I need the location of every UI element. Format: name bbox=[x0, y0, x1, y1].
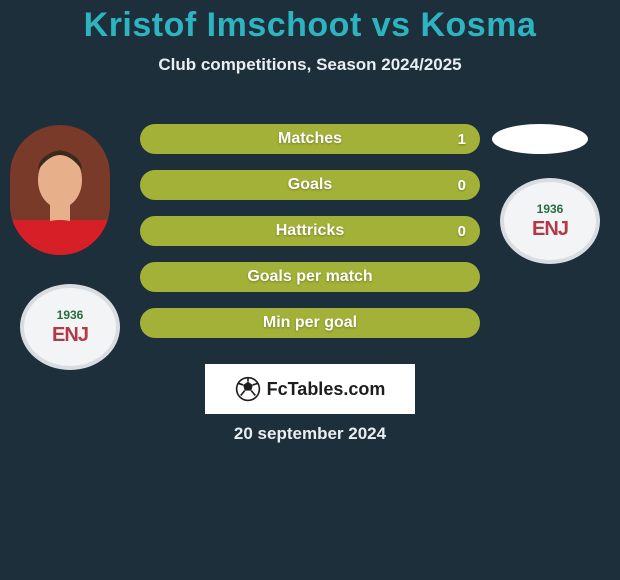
subtitle: Club competitions, Season 2024/2025 bbox=[0, 55, 620, 75]
stat-label: Hattricks bbox=[276, 222, 344, 240]
badge-year: 1936 bbox=[57, 308, 84, 322]
stat-row: Matches 1 bbox=[140, 124, 480, 154]
page-title: Kristof Imschoot vs Kosma bbox=[0, 0, 620, 45]
stat-row: Hattricks 0 bbox=[140, 216, 480, 246]
stat-label: Matches bbox=[278, 130, 342, 148]
stat-label: Goals bbox=[288, 176, 332, 194]
club-badge-left: 1936 ENJ bbox=[20, 284, 120, 370]
stat-label: Min per goal bbox=[263, 314, 357, 332]
badge-mono: ENJ bbox=[52, 324, 88, 347]
brand-badge[interactable]: FcTables.com bbox=[205, 364, 415, 414]
stat-row: Goals per match bbox=[140, 262, 480, 292]
stat-row: Goals 0 bbox=[140, 170, 480, 200]
badge-year: 1936 bbox=[537, 202, 564, 216]
stat-label: Goals per match bbox=[247, 268, 372, 286]
soccer-ball-icon bbox=[235, 376, 261, 402]
comparison-card: Kristof Imschoot vs Kosma Club competiti… bbox=[0, 0, 620, 580]
badge-mono: ENJ bbox=[532, 218, 568, 241]
stat-row: Min per goal bbox=[140, 308, 480, 338]
stat-value: 0 bbox=[458, 177, 466, 194]
brand-text: FcTables.com bbox=[267, 379, 386, 400]
stat-value: 1 bbox=[458, 131, 466, 148]
player-left-svg bbox=[10, 125, 110, 255]
player-right-oval bbox=[492, 124, 588, 154]
club-badge-right: 1936 ENJ bbox=[500, 178, 600, 264]
stat-value: 0 bbox=[458, 223, 466, 240]
stat-rows: Matches 1 Goals 0 Hattricks 0 Goals per match M… bbox=[140, 124, 480, 354]
player-left-photo bbox=[10, 125, 110, 255]
footer-date: 20 september 2024 bbox=[0, 424, 620, 444]
